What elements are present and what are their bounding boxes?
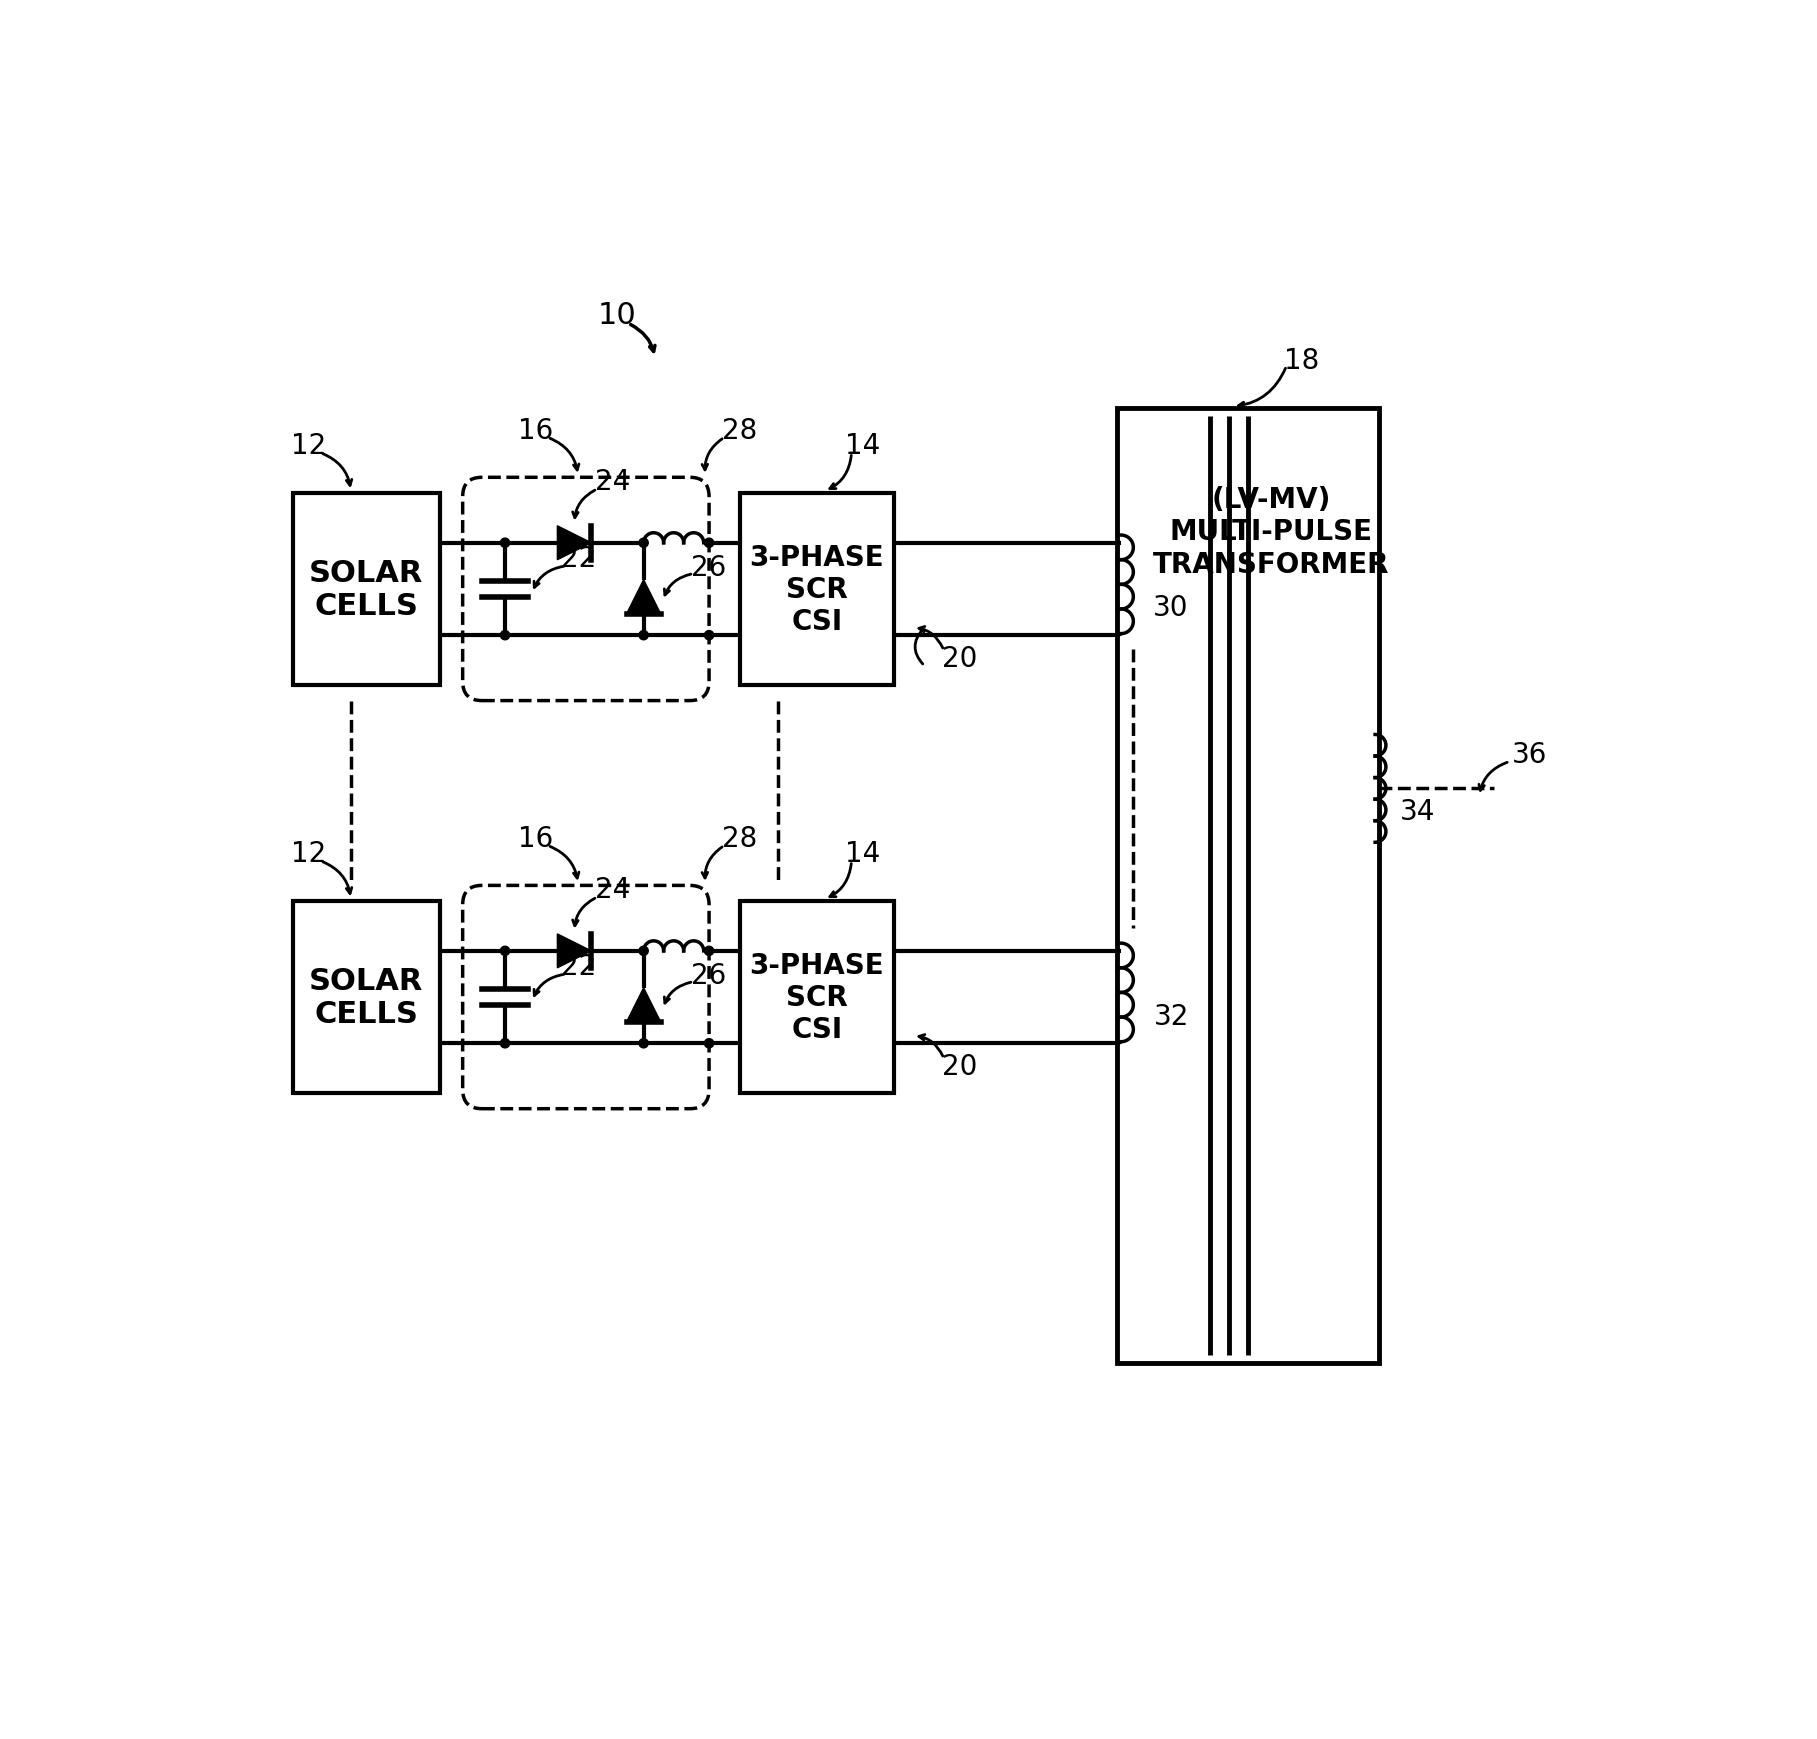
Polygon shape: [558, 527, 591, 560]
Circle shape: [705, 631, 714, 640]
Text: 12: 12: [291, 431, 327, 459]
Text: 22: 22: [560, 953, 596, 981]
Circle shape: [640, 631, 649, 640]
FancyBboxPatch shape: [463, 885, 709, 1109]
Circle shape: [640, 1038, 649, 1049]
Text: 34: 34: [1399, 798, 1435, 826]
Text: 14: 14: [845, 840, 881, 868]
Text: 36: 36: [1512, 741, 1546, 769]
Circle shape: [705, 1038, 714, 1049]
Circle shape: [500, 539, 509, 548]
Text: 12: 12: [291, 840, 327, 868]
Circle shape: [705, 946, 714, 956]
Text: 14: 14: [845, 431, 881, 459]
Text: SOLAR
CELLS: SOLAR CELLS: [309, 967, 423, 1029]
Text: 30: 30: [1154, 595, 1188, 623]
Text: 3-PHASE
SCR
CSI: 3-PHASE SCR CSI: [750, 543, 885, 636]
Circle shape: [640, 539, 649, 548]
Text: 24: 24: [596, 468, 630, 496]
Text: 32: 32: [1154, 1002, 1188, 1029]
Polygon shape: [558, 934, 591, 969]
Text: 28: 28: [721, 824, 758, 852]
Text: 16: 16: [518, 416, 554, 443]
Text: 20: 20: [941, 1052, 978, 1080]
Text: 18: 18: [1285, 348, 1319, 376]
Bar: [740, 494, 894, 685]
FancyBboxPatch shape: [463, 478, 709, 701]
Text: SOLAR
CELLS: SOLAR CELLS: [309, 558, 423, 621]
Circle shape: [640, 946, 649, 956]
Text: 22: 22: [560, 544, 596, 572]
Bar: [293, 494, 440, 685]
Circle shape: [500, 1038, 509, 1049]
Circle shape: [705, 539, 714, 548]
Bar: [1117, 409, 1379, 1363]
Text: 28: 28: [721, 416, 758, 443]
Circle shape: [500, 946, 509, 956]
Text: (LV-MV)
MULTI-PULSE
TRANSFORMER: (LV-MV) MULTI-PULSE TRANSFORMER: [1154, 485, 1390, 579]
Text: 10: 10: [598, 301, 636, 329]
Text: 24: 24: [596, 876, 630, 904]
Text: 16: 16: [518, 824, 554, 852]
Circle shape: [500, 631, 509, 640]
Polygon shape: [627, 988, 661, 1023]
Text: 20: 20: [941, 645, 978, 673]
Bar: [293, 901, 440, 1094]
Text: 26: 26: [692, 962, 727, 989]
Text: 26: 26: [692, 555, 727, 583]
Bar: [740, 901, 894, 1094]
Polygon shape: [627, 581, 661, 614]
Text: 3-PHASE
SCR
CSI: 3-PHASE SCR CSI: [750, 951, 885, 1043]
